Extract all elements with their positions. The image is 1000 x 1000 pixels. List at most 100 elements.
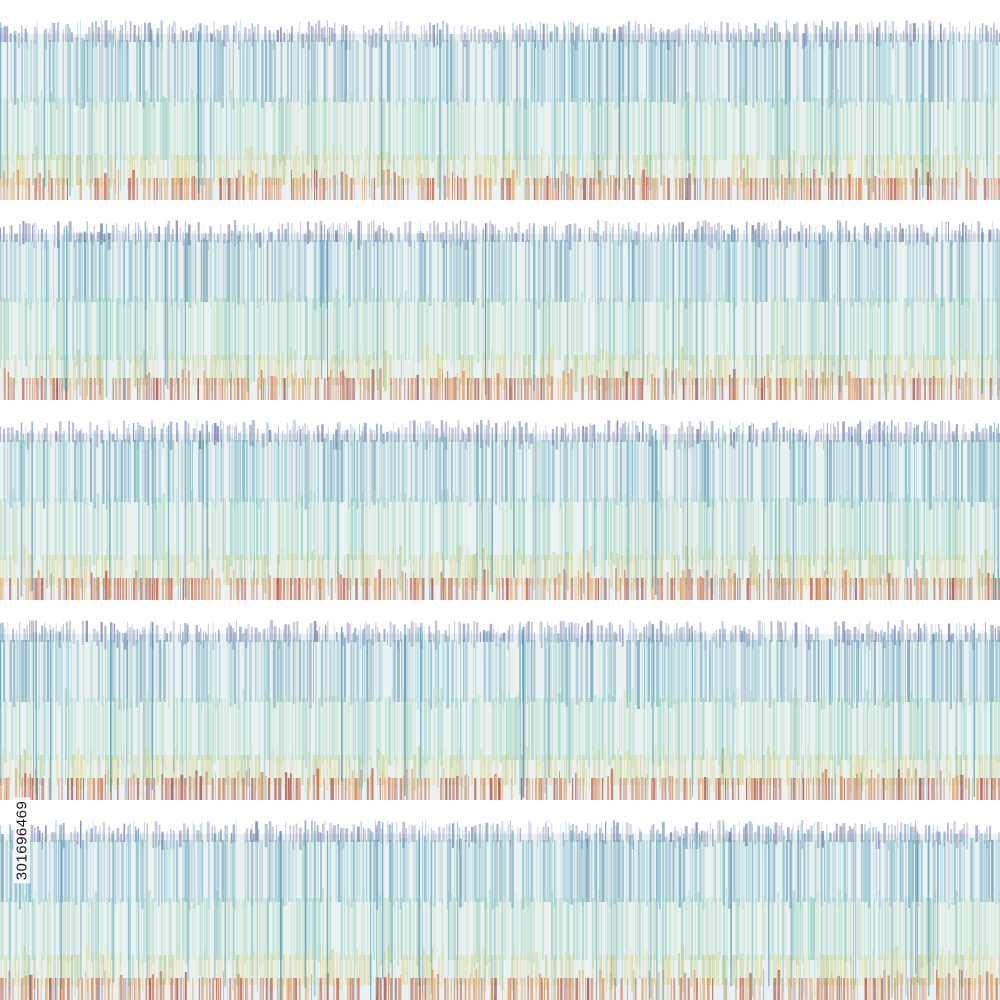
- stripe-line: [521, 298, 523, 360]
- stripe-line: [180, 440, 183, 502]
- stripe-line: [860, 240, 864, 308]
- stripe-line: [194, 578, 197, 600]
- stripe-line: [444, 630, 447, 642]
- stripe-line: [64, 355, 66, 392]
- stripe-line: [127, 440, 129, 502]
- stripe-line: [347, 154, 350, 185]
- stripe-line: [992, 229, 995, 242]
- stripe-line: [781, 345, 784, 386]
- stripe-line: [631, 440, 634, 502]
- stripe-line: [459, 178, 463, 200]
- stripe-line: [713, 98, 716, 160]
- stripe-line: [171, 40, 172, 103]
- stripe-line: [15, 155, 19, 185]
- stripe-line: [81, 440, 84, 502]
- stripe-line: [442, 240, 446, 302]
- stripe-line: [87, 89, 89, 167]
- stripe-line: [31, 421, 33, 591]
- stripe-line: [384, 351, 387, 392]
- stripe-line: [792, 629, 794, 642]
- stripe-line: [802, 33, 805, 49]
- stripe-line: [225, 178, 226, 200]
- stripe-line: [583, 355, 585, 385]
- stripe-line: [205, 240, 209, 302]
- stripe-line: [673, 498, 676, 560]
- stripe-line: [191, 40, 193, 108]
- stripe-line: [2, 578, 5, 600]
- stripe-line: [96, 178, 99, 200]
- stripe-line: [301, 555, 303, 585]
- stripe-line: [378, 88, 381, 160]
- stripe-line: [707, 33, 709, 45]
- stripe-line: [153, 377, 155, 400]
- stripe-line: [834, 155, 836, 185]
- stripe-line: [170, 234, 173, 307]
- stripe-line: [833, 423, 835, 442]
- stripe-line: [468, 228, 470, 242]
- stripe-line: [530, 155, 532, 185]
- stripe-line: [852, 346, 855, 387]
- stripe-line: [315, 35, 317, 103]
- stripe-line: [840, 298, 843, 364]
- stripe-line: [501, 440, 502, 502]
- stripe-line: [447, 178, 449, 200]
- stripe-line: [116, 298, 119, 360]
- stripe-line: [549, 640, 551, 705]
- stripe-line: [725, 555, 727, 591]
- stripe-line: [588, 298, 590, 360]
- stripe-line: [426, 97, 429, 160]
- stripe-line: [27, 498, 29, 560]
- stripe-line: [425, 178, 427, 200]
- stripe-line: [690, 626, 693, 642]
- stripe-line: [410, 440, 413, 502]
- stripe-line: [194, 498, 197, 568]
- stripe-line: [353, 498, 357, 560]
- stripe-line: [673, 40, 676, 104]
- stripe-line: [970, 552, 972, 585]
- stripe-line: [908, 98, 909, 162]
- stripe-line: [127, 31, 129, 49]
- stripe-line: [844, 554, 847, 586]
- stripe-line: [714, 225, 716, 242]
- stripe-line: [179, 227, 182, 242]
- stripe-line: [369, 29, 371, 198]
- stripe-line: [776, 23, 779, 198]
- stripe-line: [285, 498, 289, 560]
- stripe-line: [222, 378, 224, 400]
- stripe-line: [691, 578, 693, 600]
- stripe-line: [306, 640, 308, 702]
- stripe-line: [377, 640, 379, 702]
- stripe-line: [93, 98, 95, 160]
- stripe-line: [696, 228, 698, 384]
- stripe-line: [999, 440, 1000, 502]
- stripe-line: [185, 40, 187, 102]
- stripe-line: [986, 25, 988, 199]
- stripe-line: [149, 631, 152, 702]
- stripe-line: [979, 440, 982, 502]
- stripe-line: [648, 423, 652, 447]
- stripe-line: [316, 170, 318, 200]
- stripe-line: [451, 427, 454, 442]
- stripe-line: [752, 40, 755, 108]
- stripe-line: [816, 240, 818, 302]
- stripe-line: [215, 578, 218, 600]
- stripe-line: [204, 40, 206, 102]
- stripe-line: [383, 440, 386, 508]
- stripe-line: [773, 578, 775, 600]
- stripe-line: [572, 22, 575, 45]
- stripe-line: [403, 31, 406, 42]
- stripe-line: [951, 431, 955, 442]
- stripe-line: [639, 178, 641, 200]
- stripe-line: [805, 624, 808, 642]
- stripe-line: [651, 155, 653, 190]
- stripe-line: [110, 33, 114, 102]
- stripe-line: [809, 178, 812, 200]
- stripe-line: [505, 578, 509, 600]
- stripe-line: [326, 497, 330, 560]
- stripe-line: [688, 635, 689, 702]
- stripe-line: [667, 151, 669, 185]
- stripe-line: [821, 555, 824, 587]
- stripe-line: [479, 631, 481, 642]
- stripe-line: [148, 22, 152, 42]
- stripe-line: [62, 440, 64, 502]
